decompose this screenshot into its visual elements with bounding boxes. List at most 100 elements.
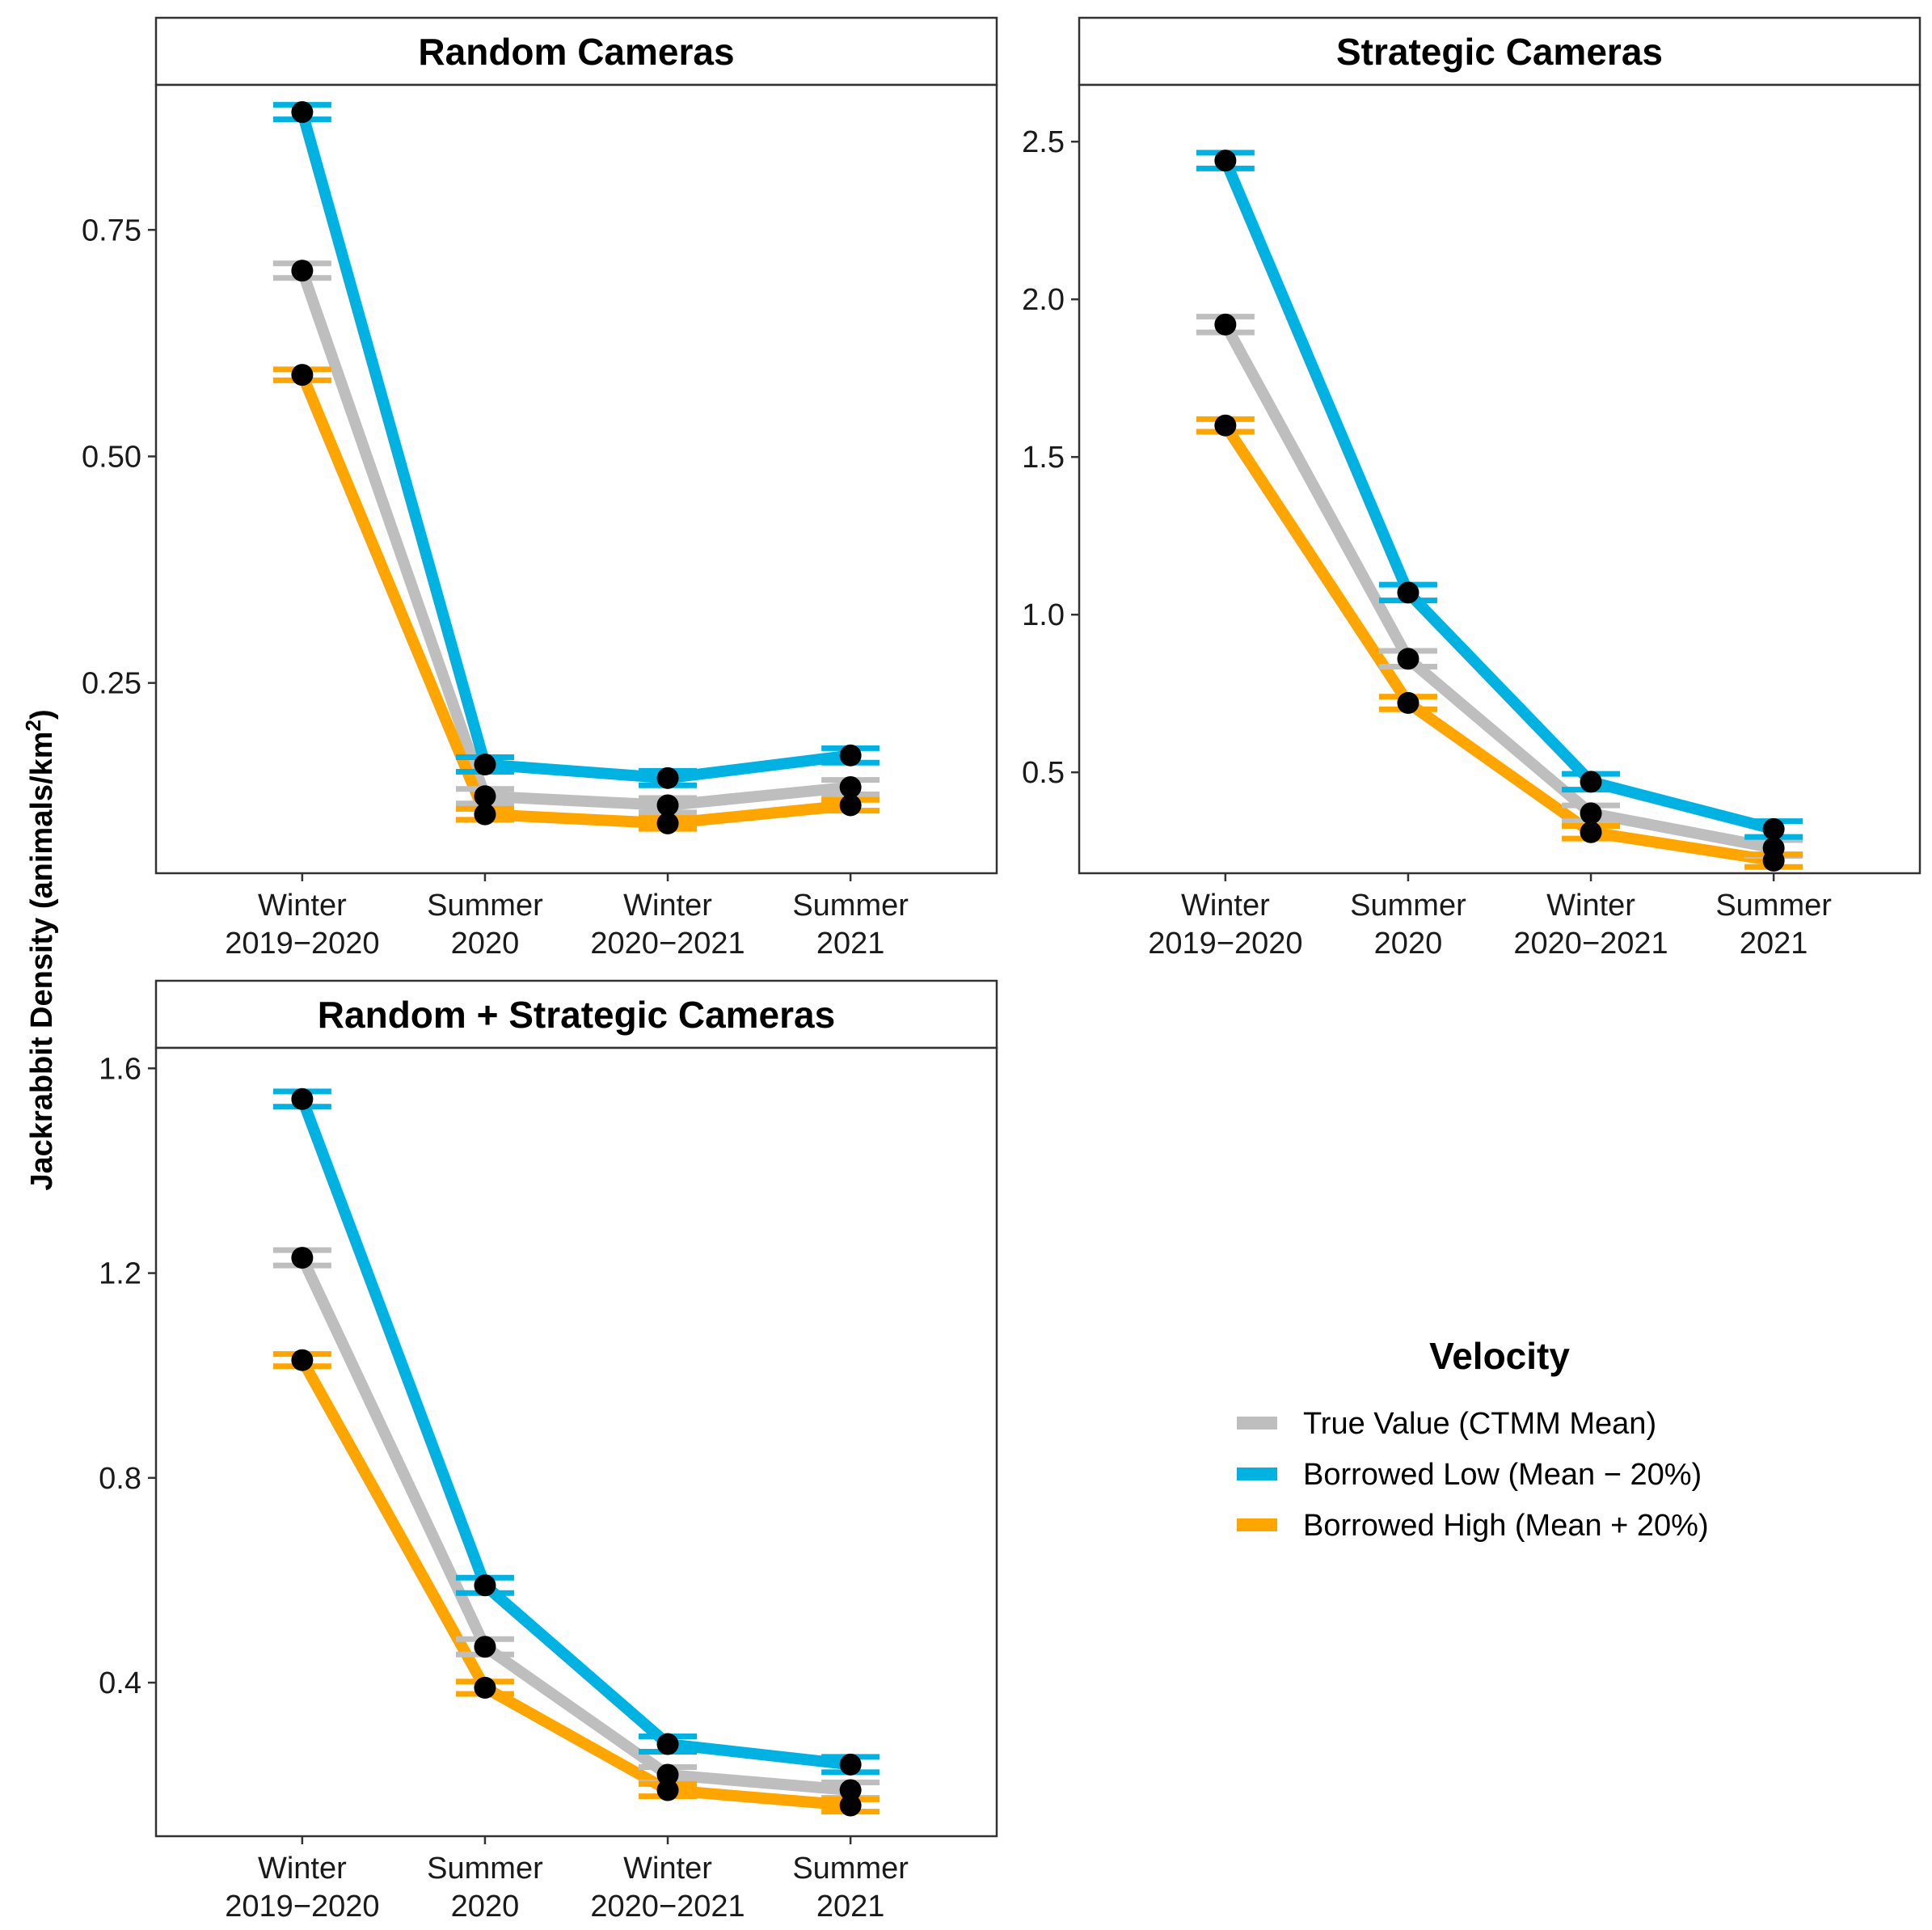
legend-title: Velocity bbox=[1429, 1335, 1570, 1377]
y-axis-label: Jackrabbit Density (animals/km2) bbox=[21, 709, 59, 1190]
data-point-low bbox=[1397, 581, 1419, 604]
legend-label-low: Borrowed Low (Mean − 20%) bbox=[1303, 1458, 1702, 1492]
legend-entry-high: Borrowed High (Mean + 20%) bbox=[1237, 1509, 1709, 1543]
series-line-high bbox=[297, 1357, 851, 1811]
x-tick-label: Summer 2020 bbox=[427, 889, 543, 961]
strip-random-strategic-cameras bbox=[154, 979, 998, 1049]
series-line-true bbox=[1220, 322, 1775, 854]
strip-random-cameras bbox=[154, 16, 998, 87]
data-point-low bbox=[1214, 150, 1237, 172]
data-point-low bbox=[474, 754, 496, 776]
x-tick-label: Summer 2021 bbox=[792, 1852, 909, 1924]
y-axis-label-close: ) bbox=[25, 709, 59, 720]
data-point-true bbox=[474, 1636, 496, 1658]
data-point-true bbox=[1580, 802, 1602, 825]
data-point-high bbox=[656, 812, 679, 834]
x-tick-label: Summer 2021 bbox=[792, 889, 909, 961]
data-point-high bbox=[291, 1349, 314, 1371]
data-point-low bbox=[1580, 771, 1602, 793]
data-point-high bbox=[1214, 414, 1237, 437]
data-point-true bbox=[656, 1763, 679, 1786]
strip-strategic-cameras bbox=[1078, 16, 1921, 87]
series-line-low bbox=[297, 110, 851, 784]
plot-area bbox=[154, 83, 998, 875]
data-point-high bbox=[291, 364, 314, 386]
data-point-low bbox=[656, 767, 679, 789]
data-point-high bbox=[656, 1779, 679, 1801]
legend-entry-low: Borrowed Low (Mean − 20%) bbox=[1237, 1458, 1702, 1492]
data-point-high bbox=[1580, 821, 1602, 843]
x-tick-label: Winter 2019−2020 bbox=[1148, 889, 1302, 961]
data-point-high bbox=[839, 1794, 862, 1817]
x-tick-label: Winter 2020−2021 bbox=[590, 889, 745, 961]
data-point-low bbox=[656, 1733, 679, 1755]
y-axis-label-superscript: 2 bbox=[21, 720, 45, 731]
data-point-true bbox=[1397, 648, 1419, 670]
panel-random-strategic-cameras: Random + Strategic Cameras 0.40.81.21.6 … bbox=[99, 979, 998, 1924]
panel-title: Random Cameras bbox=[418, 31, 734, 73]
x-tick-label: Winter 2020−2021 bbox=[590, 1852, 745, 1924]
x-axis: Winter 2019−2020 Summer 2020 Winter 2020−2021… bbox=[225, 1836, 909, 1924]
data-point-low bbox=[839, 1753, 862, 1776]
y-tick-label: 1.5 bbox=[1022, 441, 1065, 475]
y-axis: 0.5 1.0 1.5 2.0 2.5 bbox=[1022, 125, 1079, 790]
legend-entry-true: True Value (CTMM Mean) bbox=[1237, 1407, 1656, 1441]
data-point-true bbox=[656, 794, 679, 817]
data-point-true bbox=[1214, 313, 1237, 336]
data-point-high bbox=[839, 794, 862, 817]
series-marks bbox=[272, 101, 880, 834]
x-tick-label: Winter 2020−2021 bbox=[1513, 889, 1668, 961]
series-line-high bbox=[1221, 422, 1775, 867]
y-tick-label: 0.50 bbox=[82, 440, 141, 474]
y-axis-label-main: Jackrabbit Density (animals/km bbox=[25, 731, 59, 1190]
y-axis: 0.4 0.8 1.2 1.6 bbox=[99, 1052, 156, 1700]
series-marks bbox=[1196, 150, 1803, 872]
y-tick-label: 0.75 bbox=[82, 213, 141, 247]
x-tick-label: Winter 2019−2020 bbox=[225, 1852, 379, 1924]
plot-area bbox=[154, 1046, 998, 1838]
data-point-high bbox=[1397, 691, 1419, 714]
data-point-low bbox=[474, 1574, 496, 1597]
series-line-true bbox=[297, 1255, 851, 1796]
y-tick-label: 0.4 bbox=[99, 1666, 141, 1700]
panel-strategic-cameras: Strategic Cameras 0.5 1.0 1.5 2.0 2.5 Winter… bbox=[1022, 16, 1921, 961]
series-line-true bbox=[297, 268, 851, 811]
x-tick-label: Summer 2021 bbox=[1715, 889, 1832, 961]
data-point-high bbox=[474, 803, 496, 826]
data-point-high bbox=[474, 1676, 496, 1699]
x-axis: Winter 2019−2020 Summer 2020 Winter 2020−2021… bbox=[1148, 873, 1832, 961]
data-point-low bbox=[839, 744, 862, 767]
x-axis: Winter 2019−2020 Summer 2020 Winter 2020−2021… bbox=[225, 873, 909, 961]
data-point-true bbox=[291, 260, 314, 282]
data-point-low bbox=[1762, 817, 1785, 840]
data-point-low bbox=[291, 1087, 314, 1110]
data-point-true bbox=[474, 785, 496, 808]
legend: Velocity True Value (CTMM Mean) Borrowed… bbox=[1237, 1335, 1709, 1543]
legend-label-high: Borrowed High (Mean + 20%) bbox=[1303, 1509, 1709, 1543]
panel-title: Random + Strategic Cameras bbox=[318, 994, 835, 1036]
panel-random-cameras: Random Cameras 0.25 0.50 0.75 Winter 2019−2… bbox=[82, 16, 998, 961]
y-tick-label: 2.5 bbox=[1022, 125, 1065, 159]
data-point-high bbox=[1762, 849, 1785, 872]
data-point-low bbox=[291, 101, 314, 124]
y-tick-label: 1.6 bbox=[99, 1052, 141, 1086]
data-point-true bbox=[839, 776, 862, 799]
y-tick-label: 0.8 bbox=[99, 1462, 141, 1496]
y-tick-label: 1.0 bbox=[1022, 598, 1065, 632]
series-line-low bbox=[1220, 158, 1775, 835]
plot-area bbox=[1078, 83, 1921, 875]
x-tick-label: Summer 2020 bbox=[427, 1852, 543, 1924]
y-tick-label: 1.2 bbox=[99, 1257, 141, 1291]
series-line-low bbox=[297, 1096, 851, 1771]
legend-label-true: True Value (CTMM Mean) bbox=[1303, 1407, 1656, 1441]
y-axis: 0.25 0.50 0.75 bbox=[82, 213, 156, 701]
data-point-true bbox=[839, 1779, 862, 1801]
x-tick-label: Summer 2020 bbox=[1350, 889, 1466, 961]
y-tick-label: 0.5 bbox=[1022, 756, 1065, 790]
y-tick-label: 2.0 bbox=[1022, 283, 1065, 317]
y-tick-label: 0.25 bbox=[82, 667, 141, 701]
series-line-high bbox=[297, 372, 851, 830]
series-marks bbox=[272, 1087, 880, 1817]
panel-title: Strategic Cameras bbox=[1336, 31, 1663, 73]
